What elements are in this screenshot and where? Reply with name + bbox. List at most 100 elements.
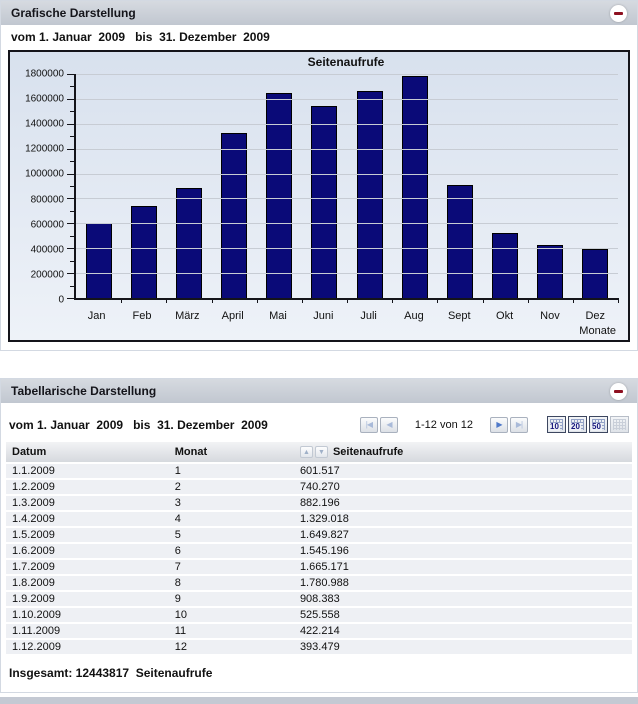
chart-panel: Grafische Darstellung vom 1. Januar 2009… xyxy=(0,0,638,351)
collapse-icon[interactable] xyxy=(610,383,627,400)
page-size-20-icon[interactable]: 20 xyxy=(568,416,587,433)
table-row: 1.11.2009 11 422.214 xyxy=(6,623,632,641)
datum-cell: 1.3.2009 xyxy=(6,495,169,513)
y-tick-label: 600000 xyxy=(30,219,64,231)
datum-cell: 1.7.2009 xyxy=(6,559,169,577)
x-tick xyxy=(392,298,394,303)
datum-cell: 1.1.2009 xyxy=(6,463,169,481)
bar-slot xyxy=(76,74,121,298)
bar-mai xyxy=(266,92,293,298)
x-tick-label: Dez xyxy=(585,310,606,322)
y-tick xyxy=(70,186,74,187)
sort-ascending-icon[interactable]: ▲ xyxy=(299,446,313,459)
monat-cell: 3 xyxy=(168,495,294,513)
page-size-buttons: 10 20 50 xyxy=(547,416,629,433)
y-tick xyxy=(70,260,74,262)
x-tick xyxy=(121,298,123,303)
y-tick xyxy=(67,74,74,75)
x-tick xyxy=(572,298,574,303)
x-tick xyxy=(211,298,213,303)
all-rows-icon[interactable] xyxy=(610,416,629,433)
bar-slot xyxy=(573,74,618,298)
seitenaufrufe-cell: 422.214 xyxy=(293,623,632,641)
chart-date-range: vom 1. Januar 2009 bis 31. Dezember 2009 xyxy=(11,30,270,44)
table-panel: Tabellarische Darstellung vom 1. Januar … xyxy=(0,378,638,694)
y-tick xyxy=(67,173,74,175)
bar-series xyxy=(76,74,618,298)
page-size-10-icon[interactable]: 10 xyxy=(547,416,566,433)
monat-cell: 4 xyxy=(168,511,294,529)
bar-slot xyxy=(483,74,528,298)
bar-sept xyxy=(446,184,473,298)
datum-cell: 1.12.2009 xyxy=(6,639,169,657)
bar-okt xyxy=(492,232,519,298)
y-tick xyxy=(67,248,74,250)
x-tick-label: Aug xyxy=(404,310,424,322)
last-page-icon[interactable]: ▶| xyxy=(510,416,528,433)
x-tick-label: Jan xyxy=(87,310,106,322)
y-tick xyxy=(67,98,74,100)
seitenaufrufe-cell: 908.383 xyxy=(293,591,632,609)
table-row: 1.12.2009 12 393.479 xyxy=(6,639,632,657)
datum-cell: 1.9.2009 xyxy=(6,591,169,609)
x-tick-label: Nov xyxy=(540,310,560,322)
y-tick xyxy=(70,111,74,113)
column-header-datum[interactable]: Datum xyxy=(6,442,169,465)
gridline xyxy=(76,123,618,125)
seitenaufrufe-cell: 740.270 xyxy=(293,479,632,497)
table-row: 1.3.2009 3 882.196 xyxy=(6,495,632,513)
sort-descending-icon[interactable]: ▼ xyxy=(314,446,328,459)
gridline xyxy=(76,248,618,250)
bar-märz xyxy=(175,188,202,298)
y-tick-label: 1600000 xyxy=(25,93,64,105)
data-table: Datum Monat ▲ ▼ Seitenaufrufe 1.1.2009 1 601… xyxy=(6,442,632,657)
x-axis-labels: Jan Feb März April Mai Juni Juli Aug Sept Okt Nov D… xyxy=(74,307,618,322)
y-tick-label: 1200000 xyxy=(25,143,64,155)
collapse-icon[interactable] xyxy=(610,5,627,22)
pagination-range: 1-12 von 12 xyxy=(414,418,473,431)
monat-cell: 2 xyxy=(168,479,294,497)
y-tick-label: 0 xyxy=(58,294,64,306)
seitenaufrufe-cell: 882.196 xyxy=(293,495,632,513)
y-tick-label: 1000000 xyxy=(25,168,64,180)
gridline xyxy=(76,198,618,200)
datum-cell: 1.4.2009 xyxy=(6,511,169,529)
monat-cell: 11 xyxy=(168,623,294,641)
page-size-50-icon[interactable]: 50 xyxy=(589,416,608,433)
y-tick xyxy=(67,198,74,200)
table-row: 1.9.2009 9 908.383 xyxy=(6,591,632,609)
bar-jan xyxy=(85,223,112,298)
x-tick-label: Juli xyxy=(360,310,377,322)
table-row: 1.6.2009 6 1.545.196 xyxy=(6,543,632,561)
seitenaufrufe-cell: 393.479 xyxy=(293,639,632,657)
column-header-seitenaufrufe[interactable]: ▲ ▼ Seitenaufrufe xyxy=(293,442,632,465)
y-tick xyxy=(67,148,74,150)
bar-slot xyxy=(437,74,482,298)
y-tick xyxy=(67,223,74,225)
seitenaufrufe-cell: 1.329.018 xyxy=(293,511,632,529)
monat-cell: 12 xyxy=(168,639,294,657)
bar-slot xyxy=(528,74,573,298)
table-panel-header: Tabellarische Darstellung xyxy=(1,379,637,405)
table-row: 1.5.2009 5 1.649.827 xyxy=(6,527,632,545)
bar-april xyxy=(221,132,248,298)
x-tick-label: Juni xyxy=(313,310,334,322)
y-tick xyxy=(70,210,74,212)
x-tick-label: Sept xyxy=(447,310,471,322)
gridline xyxy=(76,74,618,75)
next-page-icon[interactable]: ▶ xyxy=(490,416,508,433)
previous-page-icon[interactable]: ◀ xyxy=(379,416,398,433)
datum-cell: 1.8.2009 xyxy=(6,575,169,593)
gridline xyxy=(76,148,618,150)
bar-slot xyxy=(392,74,437,298)
column-header-monat[interactable]: Monat xyxy=(168,442,294,465)
monat-cell: 1 xyxy=(168,463,294,481)
table-header-row: Datum Monat ▲ ▼ Seitenaufrufe xyxy=(6,442,632,465)
first-page-icon[interactable]: |◀ xyxy=(359,416,378,433)
y-tick-label: 1800000 xyxy=(25,68,64,80)
x-axis-title: Monate xyxy=(579,325,616,337)
table-controls: vom 1. Januar 2009 bis 31. Dezember 2009… xyxy=(1,405,637,442)
bar-chart: Seitenaufrufe 0 200000 400000 600000 800000 1… xyxy=(8,50,630,342)
chart-title: Seitenaufrufe xyxy=(307,55,385,69)
datum-cell: 1.11.2009 xyxy=(6,623,169,641)
